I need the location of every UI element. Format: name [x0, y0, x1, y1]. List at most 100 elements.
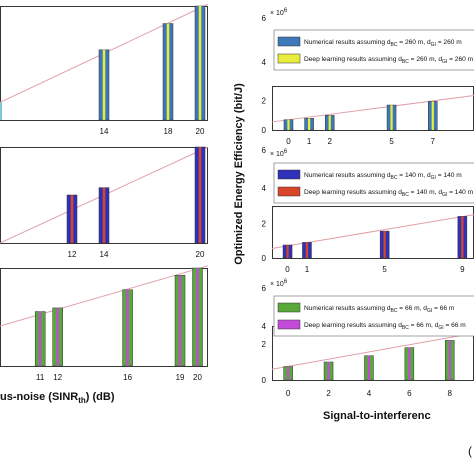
bar	[323, 361, 334, 381]
bar	[428, 101, 438, 131]
bar	[162, 23, 174, 121]
y-tick-label: 6	[262, 284, 267, 293]
x-tick-label: 0	[286, 389, 291, 398]
y-exponent: × 106	[270, 279, 288, 288]
bar-deep-learning	[102, 187, 106, 243]
bar-deep-learning	[390, 105, 393, 130]
bar	[282, 244, 293, 259]
legend-box	[273, 29, 474, 71]
y-tick-label: 2	[262, 219, 267, 228]
bar	[364, 355, 374, 381]
bar-deep-learning	[56, 307, 59, 366]
right-x-axis-title: Signal-to-interferenc	[323, 410, 431, 422]
x-tick-label: 12	[53, 373, 62, 382]
x-tick-label: 12	[68, 250, 77, 259]
y-tick-label: 6	[262, 146, 267, 155]
bar	[304, 118, 314, 131]
bar	[283, 366, 293, 381]
panel-left-1: 14 18 20	[0, 3, 209, 136]
bar-deep-learning	[287, 119, 290, 130]
legend-swatch	[277, 169, 301, 180]
left-x-axis-title: us-noise (SINRth) (dB)	[0, 391, 115, 405]
bar	[324, 115, 335, 131]
bar	[302, 242, 312, 259]
bar	[98, 187, 110, 244]
bar	[379, 230, 390, 259]
bar	[66, 194, 78, 244]
legend-entry: Deep learning results assuming dBC = 66 …	[304, 322, 466, 331]
y-tick-label: 2	[262, 97, 267, 106]
legend-entry: Deep learning results assuming dBC = 260…	[304, 56, 474, 65]
legend-entry: Numerical results assuming dBC = 140 m, …	[304, 172, 462, 181]
trend-line	[271, 95, 474, 123]
bar	[122, 289, 133, 367]
legend-entry: Numerical results assuming dBC = 66 m, d…	[304, 305, 455, 314]
legend-box	[273, 162, 474, 204]
panel-left-2: 12 14 20	[0, 146, 209, 259]
bar-deep-learning	[327, 362, 330, 380]
x-tick-label: 2	[327, 137, 332, 146]
x-tick-label: 5	[389, 137, 394, 146]
y-exponent: × 106	[270, 149, 288, 158]
x-tick-label: 1	[307, 137, 312, 146]
bar-deep-learning	[328, 115, 331, 130]
y-tick-label: 6	[262, 14, 267, 23]
plot-frame	[0, 268, 208, 367]
trend-line	[0, 265, 209, 327]
bar	[174, 275, 186, 367]
bar	[194, 5, 206, 121]
y-exponent: × 106	[270, 8, 288, 17]
x-tick-label: 14	[100, 127, 109, 136]
bar-deep-learning	[178, 275, 182, 366]
bar	[404, 347, 415, 381]
bar	[34, 311, 46, 367]
legend-entry: Deep learning results assuming dBC = 140…	[304, 189, 474, 198]
panel-right-1: 0 1 2 5 7 0 2 4 6× 106 Numerical results assuming…	[262, 8, 474, 146]
plot-frame	[0, 147, 208, 244]
bar-deep-learning	[461, 216, 464, 258]
x-tick-label: 5	[382, 265, 387, 274]
x-tick-label: 18	[164, 127, 173, 136]
corner-label: (	[468, 444, 472, 458]
bar-deep-learning	[198, 6, 202, 120]
x-tick-label: 16	[123, 373, 132, 382]
bar	[52, 307, 63, 367]
x-tick-label: 7	[431, 137, 436, 146]
bar-deep-learning	[287, 366, 290, 380]
x-tick-label: 2	[326, 389, 331, 398]
legend-entry: Numerical results assuming dBC = 260 m, …	[304, 39, 462, 48]
bar-deep-learning	[305, 242, 309, 258]
bar-deep-learning	[126, 289, 129, 366]
legend: Numerical results assuming dBC = 66 m, d…	[273, 295, 474, 337]
legend-swatch	[277, 53, 301, 64]
legend-swatch	[277, 186, 301, 197]
x-tick-label: 14	[100, 250, 109, 259]
edge-bar	[0, 102, 2, 120]
bar-deep-learning	[307, 118, 311, 130]
bar-deep-learning	[408, 347, 411, 380]
y-tick-label: 2	[262, 340, 267, 349]
bar-deep-learning	[70, 195, 74, 243]
panel-left-3: 11 12 16 19 20	[0, 265, 209, 382]
bar	[283, 119, 294, 131]
bar-deep-learning	[38, 311, 42, 366]
bar-deep-learning	[196, 268, 199, 366]
bar	[386, 104, 397, 131]
y-tick-label: 4	[262, 184, 267, 193]
bar-deep-learning	[367, 355, 371, 380]
legend: Numerical results assuming dBC = 140 m, …	[273, 162, 474, 204]
bar-deep-learning	[102, 49, 106, 120]
x-tick-label: 20	[193, 373, 202, 382]
bar-deep-learning	[166, 23, 170, 121]
legend-swatch	[277, 36, 301, 47]
x-tick-label: 20	[196, 127, 205, 136]
y-tick-label: 0	[262, 126, 267, 135]
x-tick-label: 20	[196, 250, 205, 259]
legend-box	[273, 295, 474, 337]
y-tick-label: 0	[262, 254, 267, 263]
legend-swatch	[277, 302, 301, 313]
y-tick-label: 4	[262, 322, 267, 331]
x-tick-label: 0	[286, 137, 291, 146]
x-tick-label: 19	[176, 373, 185, 382]
bar-deep-learning	[198, 147, 202, 243]
